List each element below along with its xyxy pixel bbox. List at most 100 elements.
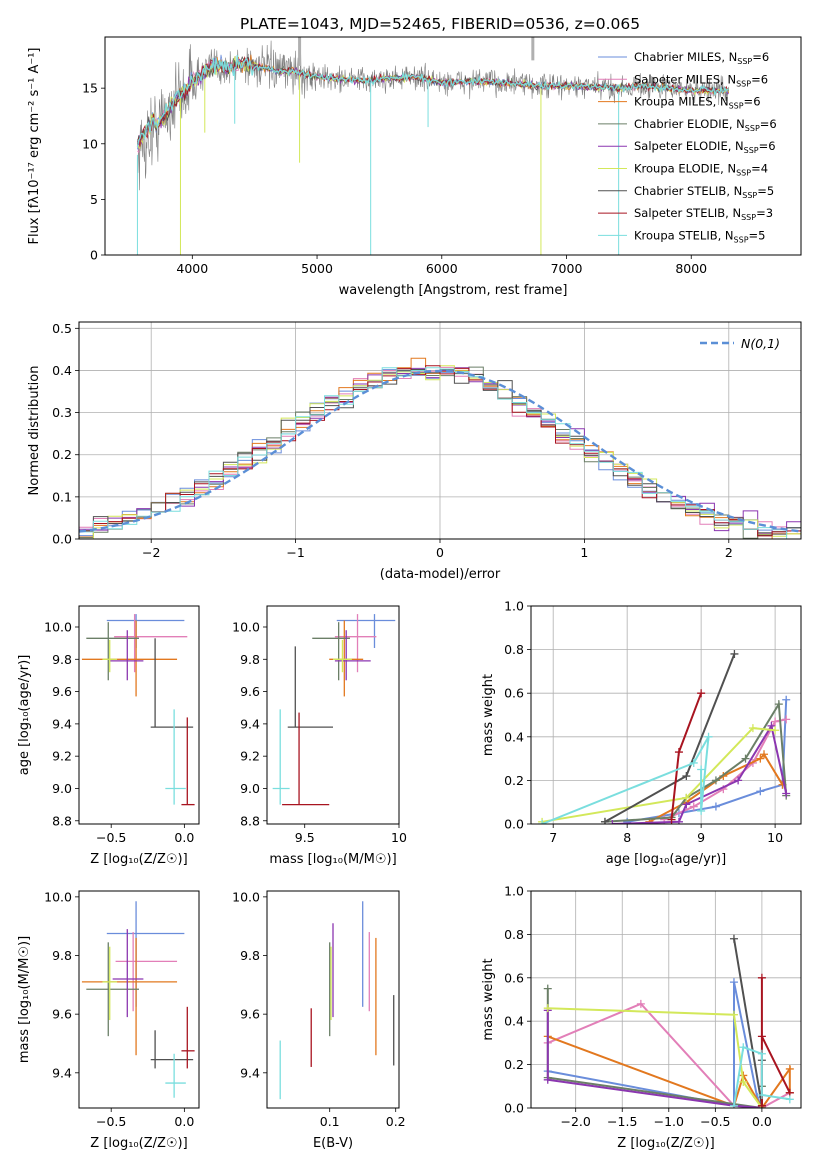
gaussian-curve — [79, 369, 801, 533]
legend-n-prefix-2: , N — [713, 95, 729, 109]
weight_vs_age-ytick-label-2: 0.4 — [504, 729, 524, 744]
legend-n-eq-3: = — [760, 117, 770, 131]
weight_vs_age-marker-7-2 — [697, 689, 706, 698]
weight_vs_Z-marker-5-1 — [729, 1010, 738, 1019]
mass_vs_Z-plot-area — [81, 901, 195, 1098]
legend-n-prefix-5: , N — [720, 162, 736, 176]
weight_vs_age-marker-6-2 — [730, 649, 739, 658]
legend-n-sub-8: SSP — [734, 235, 749, 244]
legend-entry-3: Chabrier ELODIE, NSSP=6 — [634, 117, 777, 133]
legend-entry-6: Chabrier STELIB, NSSP=5 — [634, 184, 774, 200]
residuals-xtick-label-0: −2 — [142, 545, 160, 560]
mass_vs_Z-point-8 — [165, 1053, 186, 1098]
weight_vs_Z-plot-area — [543, 934, 794, 1108]
age_vs_mass-plot-area — [272, 614, 396, 806]
spectrum-ytick-label-1: 5 — [90, 192, 98, 207]
age_vs_mass-xtick-label-1: 10 — [391, 830, 407, 845]
legend-n-eq-4: = — [759, 139, 769, 153]
mass_vs_ebv-plot-area — [279, 901, 395, 1100]
age_vs_mass-point-3 — [312, 622, 350, 681]
legend-nssp-1: 6 — [761, 72, 768, 86]
weight_vs_Z-series-0 — [547, 981, 763, 1108]
mass_vs_ebv-xtick-label-1: 0.2 — [386, 1114, 406, 1129]
age_vs_mass-point-1 — [334, 614, 377, 673]
age_vs_mass-ytick-label-2: 9.2 — [240, 749, 260, 764]
spectrum-xtick-label-3: 7000 — [551, 261, 583, 276]
mass_vs_Z-point-0 — [106, 901, 185, 1007]
weight_vs_age-panel: 7 8 9 10 0.0 0.2 0.4 0.6 0.8 1.0 age [log₁₀(age/yr… — [481, 599, 802, 867]
age_vs_Z-ytick-label-1: 9.0 — [52, 781, 72, 796]
residuals-ytick-label-0: 0.0 — [52, 532, 72, 547]
weight_vs_Z-marker-8-3 — [757, 1090, 766, 1099]
weight_vs_age-series-2 — [648, 752, 784, 823]
weight_vs_Z-ytick-label-1: 0.2 — [504, 1057, 524, 1072]
age_vs_Z-point-1 — [114, 614, 188, 673]
spectrum-ylabel: Flux [fλ10⁻¹⁷ erg cm⁻² s⁻¹ A⁻¹] — [27, 48, 42, 245]
weight_vs_Z-marker-7-1 — [757, 973, 766, 982]
legend-entry-8: Kroupa STELIB, NSSP=5 — [634, 228, 766, 244]
mass_vs_Z-point-7 — [181, 1006, 195, 1069]
weight_vs_age-xtick-label-1: 8 — [623, 830, 631, 845]
weight_vs_age-xtick-label-0: 7 — [549, 830, 557, 845]
residuals-panel: −2 −1 0 1 2 0.0 0.1 0.2 0.3 0.4 0.5 (data-model)/er… — [27, 321, 802, 582]
age_vs_Z-point-0 — [106, 614, 185, 648]
weight_vs_Z-marker-0-2 — [729, 978, 738, 987]
mass_vs_Z-xtick-label-0: −0.5 — [96, 1114, 126, 1129]
residuals-frame — [78, 321, 802, 540]
age_vs_mass-point-4 — [334, 630, 371, 681]
age_vs_Z-point-6 — [150, 638, 194, 728]
age_vs_Z-ytick-label-4: 9.6 — [52, 684, 72, 699]
weight_vs_age-marker-0-5 — [782, 695, 791, 704]
spectrum-xtick-label-2: 6000 — [426, 261, 458, 276]
age_vs_mass-ytick-label-4: 9.6 — [240, 684, 260, 699]
weight_vs_Z-marker-1-1 — [636, 999, 645, 1008]
weight_vs_age-marker-4-4 — [767, 721, 776, 730]
mass_vs_Z-point-4 — [112, 929, 144, 1018]
weight_vs_age-marker-4-0 — [608, 820, 617, 824]
weight_vs_Z-marker-5-2 — [739, 1077, 748, 1086]
legend-n-sub-0: SSP — [737, 57, 752, 66]
weight_vs_Z-marker-2-4 — [785, 1064, 794, 1073]
legend-nssp-2: 6 — [753, 95, 760, 109]
age_vs_Z-frame — [78, 605, 200, 825]
weight_vs_age-plot-area — [538, 649, 791, 824]
weight_vs_age-xlabel: age [log₁₀(age/yr)] — [606, 852, 727, 867]
age_vs_mass-frame — [266, 605, 400, 825]
weight_vs_Z-xtick-label-0: −2.0 — [561, 1114, 591, 1129]
mass_vs_Z-ytick-label-0: 9.4 — [52, 1065, 72, 1080]
age_vs_mass-xtick-label-0: 9.5 — [295, 830, 315, 845]
mass_vs_Z-xtick-label-1: 0.0 — [174, 1114, 194, 1129]
legend-name-4: Salpeter ELODIE — [634, 139, 728, 153]
weight_vs_age-marker-3-5 — [774, 700, 783, 709]
weight_vs_Z-series-4 — [546, 1010, 762, 1108]
spectrum-panel: 4000 5000 6000 7000 8000 0 5 10 15 wavelength [An… — [27, 36, 802, 298]
age_vs_Z-ytick-label-0: 8.8 — [52, 813, 72, 828]
mass_vs_Z-xlabel: Z [log₁₀(Z/Z☉)] — [90, 1136, 187, 1151]
weight_vs_Z-ytick-label-5: 1.0 — [504, 884, 524, 899]
legend-n-sub-1: SSP — [736, 79, 751, 88]
legend-n-prefix-0: , N — [721, 50, 737, 64]
legend-n-eq-2: = — [744, 95, 754, 109]
mass_vs_Z-point-2 — [81, 937, 178, 1056]
age_vs_mass-point-8 — [272, 709, 290, 805]
residuals-xtick-label-1: −1 — [286, 545, 304, 560]
legend-nssp-4: 6 — [768, 139, 775, 153]
weight_vs_Z-marker-5-0 — [543, 1004, 552, 1013]
legend-n-prefix-4: , N — [728, 139, 744, 153]
weight_vs_age-marker-8-0 — [538, 820, 547, 824]
mass_vs_ebv-ytick-label-0: 9.4 — [240, 1065, 260, 1080]
mass_vs_Z-point-5 — [102, 946, 118, 1021]
mass_vs_Z-ytick-label-1: 9.6 — [52, 1007, 72, 1022]
mass_vs_Z-point-6 — [150, 1030, 194, 1069]
weight_vs_Z-marker-8-1 — [739, 1043, 748, 1052]
mass_vs_Z-ytick-label-2: 9.8 — [52, 948, 72, 963]
spectrum-plot-area — [136, 37, 730, 255]
weight_vs_age-series-4 — [612, 723, 788, 824]
residuals-ytick-label-2: 0.2 — [52, 447, 72, 462]
age_vs_Z-point-2 — [81, 620, 178, 697]
legend-n-eq-5: = — [751, 162, 761, 176]
weight_vs_Z-marker-7-2 — [757, 1032, 766, 1041]
weight_vs_Z-xtick-label-1: −1.5 — [607, 1114, 637, 1129]
age_vs_Z-xlabel: Z [log₁₀(Z/Z☉)] — [90, 852, 187, 867]
